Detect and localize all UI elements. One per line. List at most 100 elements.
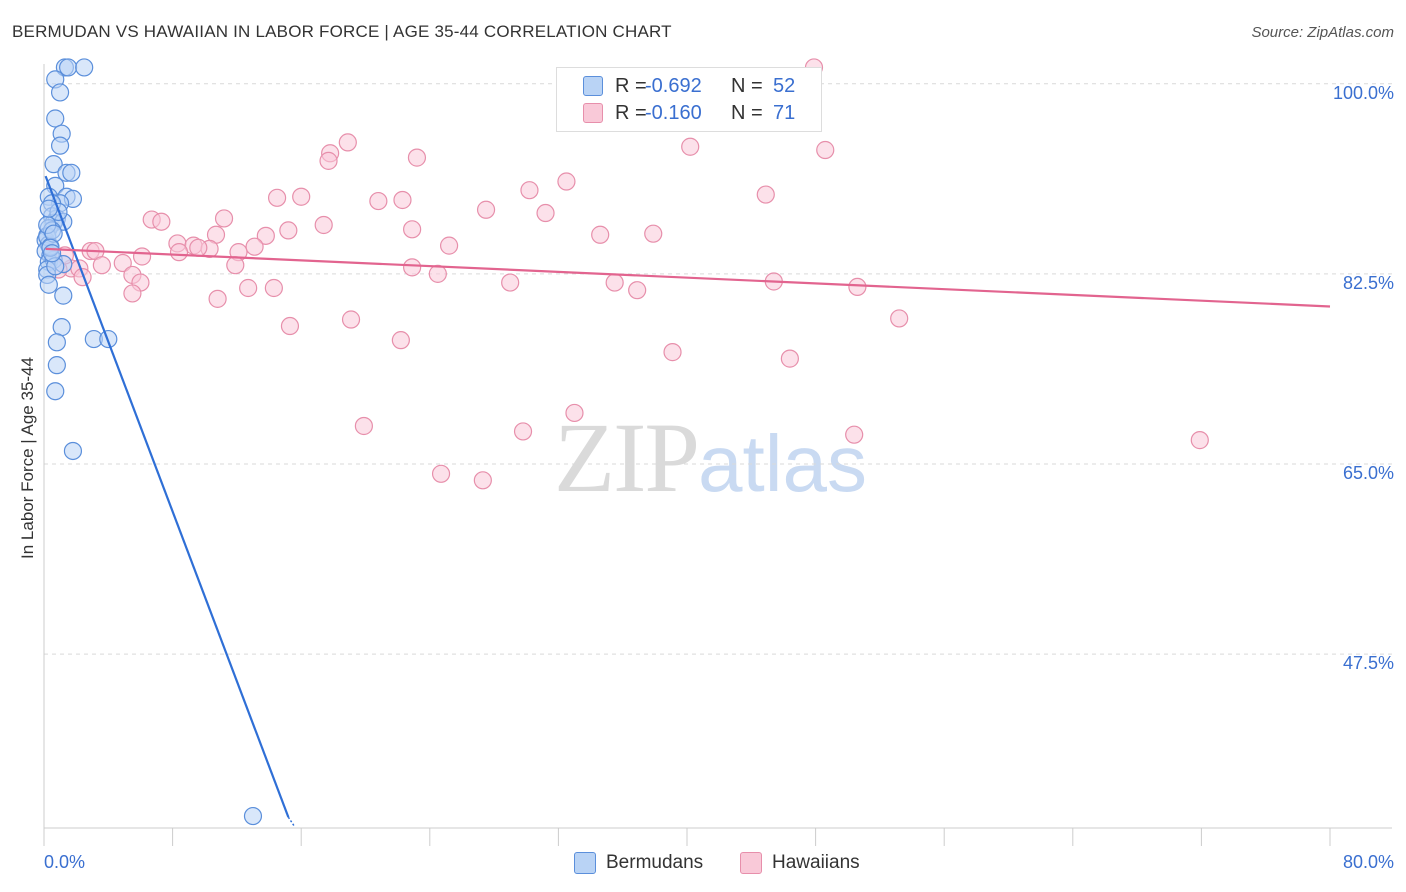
hawaiian-point	[208, 289, 227, 308]
bermudan-point	[54, 286, 73, 305]
gridlines	[44, 83, 1392, 655]
hawaiian-point	[391, 331, 410, 350]
hawaiian-point	[428, 264, 447, 283]
hawaiian-point	[341, 310, 361, 329]
bermudan-point	[44, 155, 63, 174]
bermudan-point	[59, 58, 78, 77]
hawaiian-point	[476, 200, 496, 219]
hawaiian-trend-line	[45, 247, 1331, 308]
hawaiian-point	[520, 181, 539, 200]
y-tick-label: 82.5%	[1342, 272, 1394, 293]
hawaiian-point	[354, 416, 373, 436]
hawaiian-point	[279, 221, 298, 240]
hawaiian-point	[407, 148, 427, 167]
hawaiian-point	[816, 140, 835, 160]
bermudan-point	[63, 441, 83, 461]
legend-label-hawaiians: Hawaiians	[772, 852, 860, 873]
chart-title: BERMUDAN VS HAWAIIAN IN LABOR FORCE | AG…	[12, 22, 672, 41]
source-credit: Source: ZipAtlas.com	[1251, 24, 1394, 41]
hawaiian-point	[663, 343, 682, 362]
hawaiian-point	[239, 278, 258, 298]
legend-r-value: -0.160	[645, 101, 702, 124]
hawaiian-point	[256, 226, 275, 245]
hawaiian-point	[169, 243, 189, 262]
trend-lines	[44, 175, 1331, 828]
hawaiian-point	[314, 215, 333, 235]
hawaiian-point	[605, 273, 624, 292]
bermudan-point	[39, 275, 58, 294]
bermudan-point	[47, 356, 66, 375]
data-points	[36, 58, 1209, 826]
x-tick-label-min: 0.0%	[44, 852, 86, 872]
watermark: ZIPatlas	[554, 400, 867, 515]
legend-item-hawaiians[interactable]: Hawaiians	[740, 852, 860, 874]
legend-n-value: 52	[773, 74, 796, 97]
hawaiian-point	[264, 278, 283, 298]
hawaiian-point	[292, 187, 311, 206]
hawaiian-point	[628, 281, 647, 300]
hawaiian-point	[848, 277, 867, 297]
series-legend: Bermudans Hawaiians	[0, 852, 1406, 878]
bermudan-point	[46, 382, 65, 401]
hawaiian-point	[565, 403, 584, 423]
hawaiians-legend-icon	[740, 852, 762, 874]
hawaiian-point	[557, 172, 576, 191]
legend-n-label: N =	[731, 101, 763, 124]
bermudans-swatch-icon	[583, 76, 603, 96]
hawaiians-swatch-icon	[583, 103, 603, 123]
hawaiian-point	[890, 309, 909, 328]
hawaiian-point	[403, 258, 422, 277]
legend-row-hawaiians: R = -0.160 N = 71	[583, 101, 795, 125]
axes	[43, 64, 1392, 846]
bermudans-legend-icon	[574, 852, 596, 874]
hawaiian-point	[439, 236, 459, 255]
legend-label-bermudans: Bermudans	[606, 852, 704, 873]
bermudan-point	[75, 58, 94, 77]
hawaiian-point	[473, 471, 492, 490]
bermudan-trend-extension	[287, 816, 296, 828]
hawaiian-point	[245, 237, 264, 256]
legend-row-bermudans: R = -0.692 N = 52	[583, 74, 795, 98]
hawaiian-point	[780, 349, 799, 368]
hawaiian-point	[403, 220, 422, 239]
hawaiian-point	[132, 247, 152, 266]
y-tick-label: 47.5%	[1342, 653, 1394, 674]
bermudan-point	[47, 333, 66, 352]
hawaiian-point	[280, 316, 300, 336]
hawaiian-point	[536, 203, 555, 223]
bermudan-trend-line	[44, 175, 290, 818]
hawaiian-point	[113, 253, 132, 273]
legend-n-label: N =	[731, 74, 763, 97]
hawaiian-point	[92, 256, 111, 275]
bermudan-point	[50, 83, 70, 102]
hawaiian-point	[152, 212, 171, 231]
bermudan-point	[46, 109, 65, 128]
hawaiian-point	[319, 151, 338, 170]
bermudan-point	[243, 806, 263, 826]
legend-item-bermudans[interactable]: Bermudans	[574, 852, 703, 874]
legend-r-label: R =	[615, 101, 647, 124]
hawaiian-point	[644, 224, 663, 243]
y-tick-label: 65.0%	[1342, 463, 1394, 483]
hawaiian-point	[501, 273, 520, 292]
hawaiian-point	[431, 464, 451, 483]
x-tick-label-max: 80.0%	[1342, 852, 1394, 872]
hawaiian-point	[123, 284, 142, 303]
hawaiian-point	[845, 425, 864, 444]
bermudan-point	[62, 163, 81, 182]
hawaiian-point	[189, 238, 208, 257]
hawaiian-point	[756, 185, 775, 204]
bermudan-point	[52, 318, 71, 337]
watermark-atlas: atlas	[698, 419, 867, 508]
legend-r-value: -0.692	[645, 74, 702, 97]
hawaiian-point	[73, 268, 92, 287]
legend-n-value: 71	[773, 101, 796, 124]
legend-r-label: R =	[615, 74, 647, 97]
hawaiian-point	[513, 422, 533, 441]
hawaiian-point	[214, 209, 234, 228]
hawaiian-point	[369, 191, 388, 211]
hawaiian-point	[338, 133, 357, 152]
hawaiian-point	[681, 137, 700, 156]
hawaiian-point	[591, 225, 610, 244]
